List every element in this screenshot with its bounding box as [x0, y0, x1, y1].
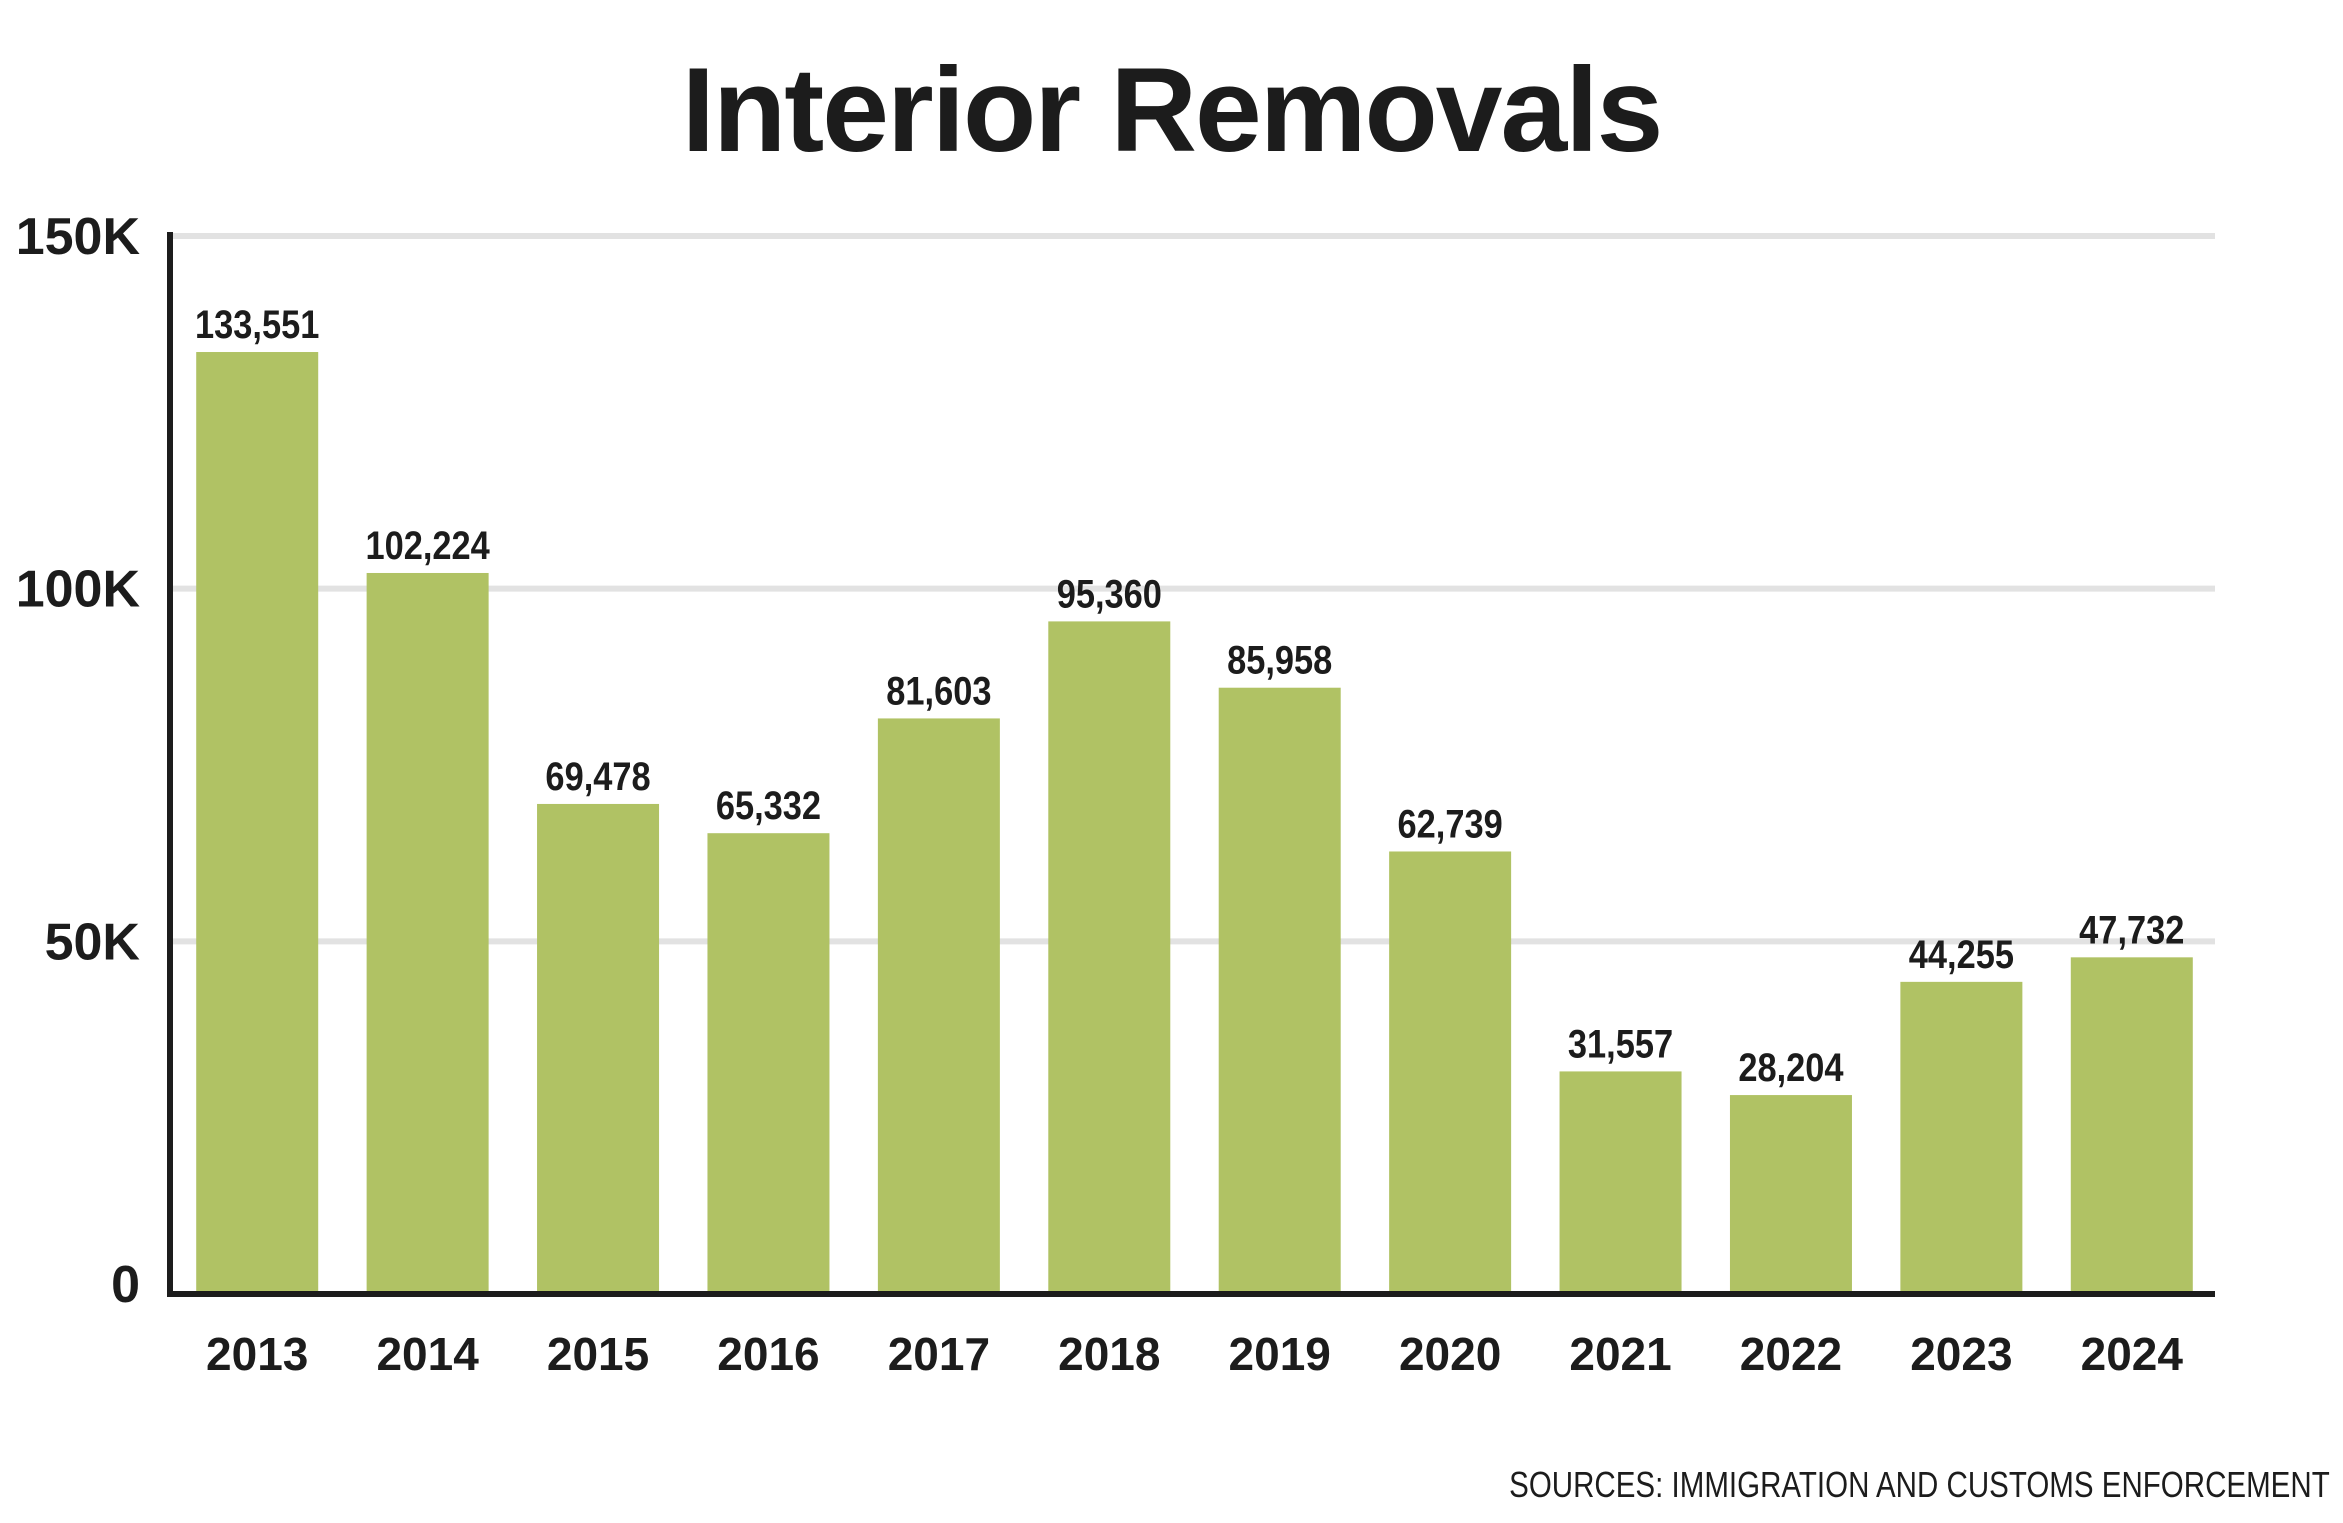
- bar-2020: [1389, 851, 1512, 1294]
- y-tick-label: 100K: [16, 561, 141, 619]
- x-tick-label-2018: 2018: [1058, 1328, 1160, 1380]
- bar-2017: [877, 718, 1000, 1294]
- x-tick-label-2020: 2020: [1399, 1328, 1501, 1380]
- data-label-2017: 81,603: [886, 668, 991, 713]
- bars: [196, 352, 2193, 1295]
- bar-2022: [1729, 1095, 1852, 1294]
- x-tick-label-2019: 2019: [1229, 1328, 1331, 1380]
- data-label-2019: 85,958: [1227, 637, 1332, 682]
- y-tick-label: 150K: [16, 208, 141, 266]
- x-tick-label-2022: 2022: [1740, 1328, 1842, 1380]
- bar-2018: [1048, 621, 1171, 1294]
- data-labels: 133,551 102,224 69,478 65,332 81,603 95,360 85…: [195, 302, 2184, 1090]
- bar-2023: [1900, 981, 2023, 1294]
- x-tick-label-2016: 2016: [717, 1328, 819, 1380]
- bar-2014: [366, 572, 489, 1294]
- data-label-2014: 102,224: [365, 523, 490, 568]
- data-label-2020: 62,739: [1398, 801, 1503, 846]
- chart-title: Interior Removals: [681, 43, 1664, 177]
- x-tick-label-2015: 2015: [547, 1328, 649, 1380]
- y-tick-label: 0: [111, 1256, 140, 1314]
- data-label-2021: 31,557: [1568, 1021, 1673, 1066]
- x-tick-label-2021: 2021: [1569, 1328, 1671, 1380]
- x-axis-ticks: 2013 2014 2015 2016 2017 2018 2019 2020 2021 2022…: [206, 1328, 2183, 1380]
- data-label-2024: 47,732: [2079, 907, 2184, 952]
- y-tick-label: 50K: [45, 913, 141, 971]
- bar-2021: [1559, 1071, 1682, 1294]
- x-tick-label-2023: 2023: [1910, 1328, 2012, 1380]
- data-label-2018: 95,360: [1057, 571, 1162, 616]
- data-label-2023: 44,255: [1909, 931, 2014, 976]
- x-tick-label-2017: 2017: [888, 1328, 990, 1380]
- bar-2016: [707, 833, 830, 1294]
- x-tick-label-2024: 2024: [2081, 1328, 2184, 1380]
- data-label-2022: 28,204: [1738, 1045, 1843, 1090]
- gridlines: [170, 233, 2215, 945]
- bar-2013: [196, 352, 319, 1295]
- bar-2019: [1218, 687, 1341, 1294]
- x-tick-label-2014: 2014: [376, 1328, 479, 1380]
- data-label-2015: 69,478: [545, 753, 650, 798]
- data-label-2013: 133,551: [195, 302, 319, 347]
- axes: [167, 232, 2215, 1297]
- source-note: SOURCES: IMMIGRATION AND CUSTOMS ENFORCE…: [1509, 1464, 2330, 1505]
- bar-2024: [2070, 957, 2193, 1294]
- data-label-2016: 65,332: [716, 783, 821, 828]
- y-axis-ticks: 0 50K 100K 150K: [16, 208, 141, 1314]
- x-tick-label-2013: 2013: [206, 1328, 308, 1380]
- bar-2015: [537, 803, 660, 1294]
